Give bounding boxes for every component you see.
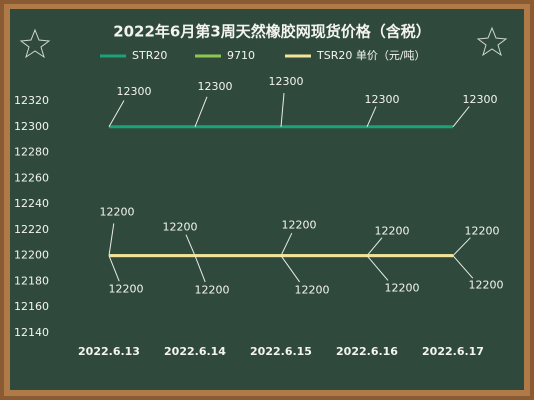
data-label: 12200 [295,284,330,297]
y-tick-label: 12280 [14,146,49,159]
y-tick-label: 12180 [14,274,49,287]
star-deco [19,28,51,59]
data-label: 12300 [463,93,498,106]
leader-line [108,223,115,256]
legend-label: 9710 [227,49,255,62]
x-tick-label: 2022.6.13 [78,345,140,358]
data-label: 12200 [100,206,135,219]
data-label: 12200 [282,219,317,232]
y-tick-label: 12260 [14,171,49,184]
leader-line [452,106,470,128]
leader-line [280,92,285,127]
y-tick-label: 12220 [14,223,49,236]
leader-line [185,234,196,256]
y-tick-label: 12240 [14,197,49,210]
leader-line [194,96,208,127]
y-tick-label: 12140 [14,326,49,339]
leader-line [280,255,301,283]
leader-line [366,106,377,127]
leader-line [108,255,120,282]
x-tick-label: 2022.6.17 [422,345,484,358]
leader-line [108,100,125,128]
y-tick-label: 12160 [14,300,49,313]
data-label: 12200 [465,225,500,238]
data-label: 12200 [385,282,420,295]
leader-line [366,255,389,281]
data-label: 12300 [117,85,152,98]
leader-line [280,232,293,256]
board [10,9,524,390]
data-label: 12300 [269,75,304,88]
chart-title: 2022年6月第3周天然橡胶网现货价格（含税） [113,23,431,41]
x-tick-label: 2022.6.14 [164,345,226,358]
data-label: 12200 [163,221,198,234]
legend-label: TSR20 单价（元/吨） [316,49,426,62]
y-tick-label: 12320 [14,94,49,107]
x-tick-label: 2022.6.15 [250,345,312,358]
x-tick-label: 2022.6.16 [336,345,398,358]
data-label: 12300 [198,80,233,93]
leader-line [452,255,474,279]
data-label: 12300 [365,93,400,106]
data-label: 12200 [469,279,504,292]
leader-line [366,237,383,256]
data-label: 12200 [109,283,144,296]
data-label: 12200 [375,225,410,238]
leader-line [194,255,206,283]
leader-line [452,237,471,257]
y-tick-label: 12200 [14,249,49,262]
y-tick-label: 12300 [14,120,49,133]
legend-label: STR20 [132,49,167,62]
star-deco [476,26,508,57]
data-label: 12200 [195,284,230,297]
